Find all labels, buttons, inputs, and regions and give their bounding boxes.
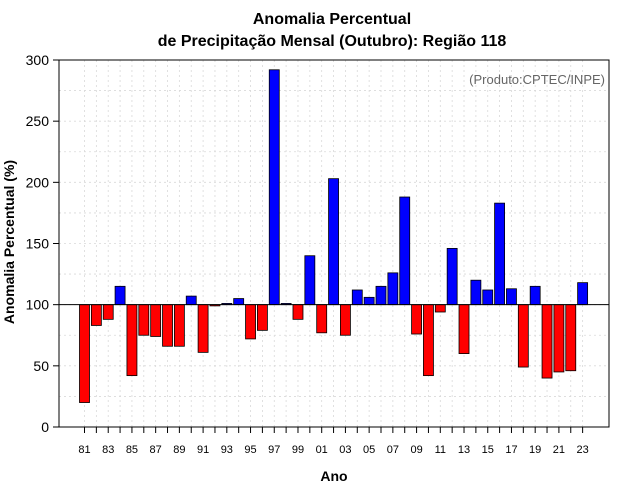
bar-89	[173, 304, 185, 347]
x-tick-label: 85	[126, 444, 138, 456]
bars	[79, 69, 589, 403]
y-tick-label: 150	[26, 236, 50, 252]
bar-99	[292, 304, 304, 320]
x-tick-label: 05	[363, 444, 375, 456]
bar-06	[375, 285, 387, 306]
x-tick-label: 95	[244, 444, 256, 456]
chart-title-line-2: de Precipitação Mensal (Outubro): Região…	[158, 33, 507, 50]
bar-03	[340, 304, 351, 336]
bar-82	[90, 304, 102, 326]
y-tick-label: 100	[26, 297, 50, 313]
x-tick-label: 11	[435, 444, 446, 456]
bar-01	[316, 304, 328, 334]
bar-23	[577, 282, 589, 306]
x-tick-label: 81	[78, 444, 90, 456]
bar-90	[185, 295, 197, 306]
bar-13	[458, 304, 470, 354]
bar-19	[529, 285, 541, 306]
bar-81	[79, 304, 90, 403]
x-tick-label: 97	[268, 444, 280, 456]
bar-17	[506, 288, 517, 306]
bar-04	[351, 289, 363, 306]
bar-07	[387, 272, 399, 306]
x-tick-label: 19	[529, 444, 541, 456]
x-tick-label: 09	[410, 444, 422, 456]
bar-97	[268, 69, 280, 306]
bar-08	[399, 196, 411, 306]
bar-96	[256, 304, 268, 331]
bar-11	[434, 304, 446, 313]
bar-00	[304, 255, 316, 306]
x-tick-label: 07	[387, 444, 399, 456]
y-tick-label: 250	[26, 113, 50, 129]
x-tick-label: 01	[316, 444, 328, 456]
bar-88	[162, 304, 173, 347]
y-tick-label: 50	[33, 358, 49, 374]
x-tick-label: 15	[482, 444, 494, 456]
x-tick-label: 91	[197, 444, 209, 456]
bar-15	[482, 289, 494, 306]
bar-83	[102, 304, 114, 320]
y-axis: 0 50 100 150 200 250 300	[26, 52, 59, 435]
bar-87	[150, 304, 162, 337]
bar-10	[423, 304, 434, 377]
x-tick-label: 03	[339, 444, 351, 456]
x-tick-label: 89	[173, 444, 185, 456]
x-tick-label: 99	[292, 444, 304, 456]
bar-09	[411, 304, 422, 335]
bar-12	[446, 247, 458, 306]
bar-05	[363, 296, 375, 306]
x-tick-label: 17	[505, 444, 517, 456]
bar-84	[114, 285, 126, 306]
x-axis-label: Ano	[320, 468, 347, 484]
bar-85	[126, 304, 138, 377]
x-tick-label: 23	[576, 444, 588, 456]
chart-title-line-1: Anomalia Percentual	[253, 11, 411, 28]
bar-86	[138, 304, 150, 336]
bar-14	[470, 279, 482, 306]
x-tick-label: 13	[458, 444, 470, 456]
bar-94	[233, 298, 245, 306]
x-tick-label: 87	[150, 444, 162, 456]
x-tick-label: 21	[553, 444, 565, 456]
x-tick-label: 93	[221, 444, 233, 456]
y-axis-label: Anomalia Percentual (%)	[1, 160, 17, 324]
x-axis: 81 83 85 87 89 91 93 95 97 99 01 03 05 07 09 11 13 15 17 19…	[78, 427, 589, 456]
bar-21	[553, 304, 565, 373]
bar-22	[565, 304, 577, 372]
bar-16	[494, 202, 506, 306]
x-tick-label: 83	[102, 444, 114, 456]
bar-02	[328, 178, 339, 306]
y-tick-label: 200	[26, 174, 50, 190]
bar-18	[517, 304, 529, 368]
credit-annotation: (Produto:CPTEC/INPE)	[469, 72, 605, 87]
bar-95	[245, 304, 256, 340]
bar-91	[197, 304, 209, 353]
y-tick-label: 300	[26, 52, 50, 68]
bar-20	[541, 304, 553, 379]
y-tick-label: 0	[41, 419, 49, 435]
